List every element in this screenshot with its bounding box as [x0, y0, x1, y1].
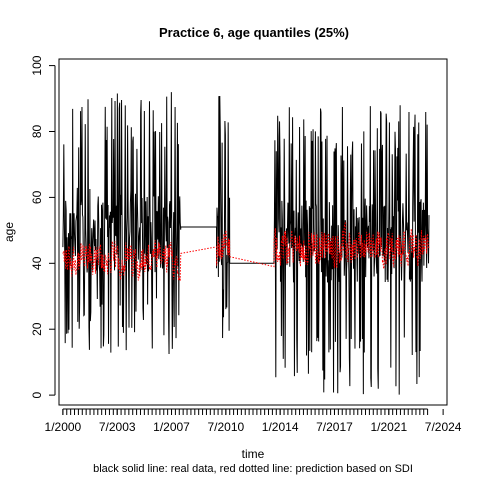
y-tick-label: 100	[30, 55, 44, 75]
series-real-data-line	[62, 92, 430, 395]
chart-caption: black solid line: real data, red dotted …	[93, 463, 413, 475]
x-axis: 1/2000 7/2003 1/2007 7/2010 1/2014 7/2017 1/20…	[45, 408, 462, 434]
x-tick-label: 7/2024	[425, 420, 462, 434]
y-tick-label: 0	[30, 391, 44, 398]
y-axis-label: age	[2, 222, 16, 242]
y-tick-label: 80	[30, 125, 44, 139]
x-tick-label: 7/2003	[99, 420, 136, 434]
series-prediction-line	[62, 221, 430, 283]
x-tick-label: 1/2014	[262, 420, 299, 434]
plot-frame	[58, 58, 448, 406]
chart-title: Practice 6, age quantiles (25%)	[159, 25, 349, 40]
y-axis: 0 20 40 60 80 100	[30, 55, 56, 398]
x-tick-label: 1/2007	[153, 420, 190, 434]
x-tick-label: 7/2010	[207, 420, 244, 434]
x-tick-label: 1/2000	[45, 420, 82, 434]
x-tick-label: 1/2021	[370, 420, 407, 434]
x-axis-label: time	[242, 447, 265, 461]
y-tick-label: 60	[30, 190, 44, 204]
data-layer	[62, 92, 430, 395]
y-tick-label: 20	[30, 322, 44, 336]
x-tick-label: 7/2017	[316, 420, 353, 434]
y-tick-label: 40	[30, 256, 44, 270]
